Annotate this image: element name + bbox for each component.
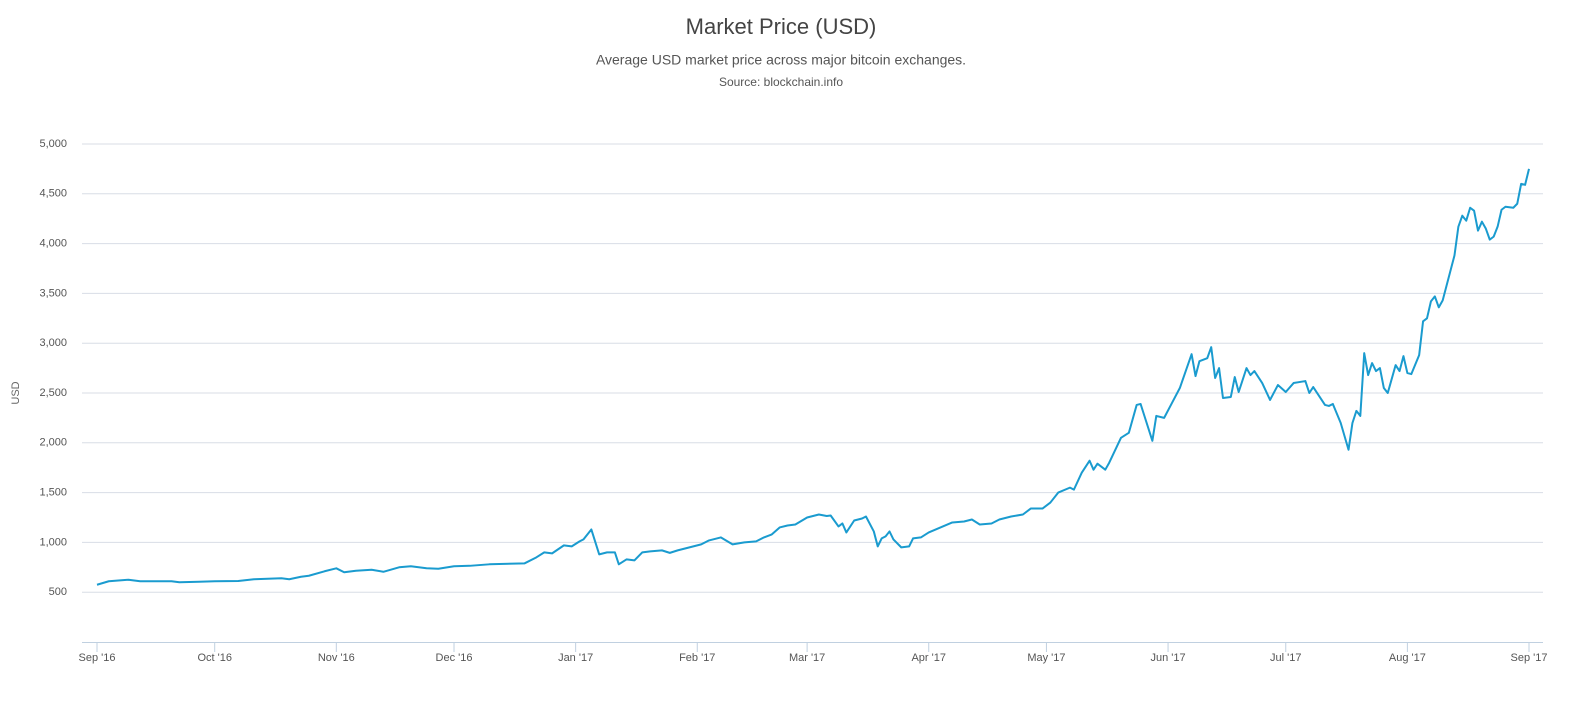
y-tick-label: 3,500: [39, 287, 67, 299]
x-tick-label: May '17: [1027, 652, 1065, 664]
y-tick-label: 2,500: [39, 387, 67, 399]
chart-subtitle: Average USD market price across major bi…: [596, 52, 966, 68]
y-tick-label: 2,000: [39, 437, 67, 449]
x-tick-label: Jan '17: [558, 652, 593, 664]
y-tick-label: 3,000: [39, 337, 67, 349]
x-tick-label: Sep '16: [79, 652, 116, 664]
y-tick-label: 500: [49, 586, 67, 598]
x-tick-label: Nov '16: [318, 652, 355, 664]
x-tick-label: Sep '17: [1511, 652, 1548, 664]
x-tick-label: Apr '17: [911, 652, 946, 664]
x-tick-label: Feb '17: [679, 652, 715, 664]
y-tick-label: 1,000: [39, 536, 67, 548]
x-tick-label: Dec '16: [436, 652, 473, 664]
y-tick-label: 4,000: [39, 238, 67, 250]
y-tick-label: 1,500: [39, 487, 67, 499]
price-line: [96, 168, 1530, 586]
x-tick-label: Jul '17: [1270, 652, 1301, 664]
x-tick-label: Mar '17: [789, 652, 825, 664]
y-axis-label: USD: [10, 381, 22, 404]
chart-title: Market Price (USD): [686, 14, 877, 39]
x-tick-label: Aug '17: [1389, 652, 1426, 664]
x-tick-label: Oct '16: [197, 652, 232, 664]
x-tick-label: Jun '17: [1150, 652, 1185, 664]
chart-source: Source: blockchain.info: [719, 75, 843, 89]
y-tick-label: 5,000: [39, 138, 67, 150]
y-tick-label: 4,500: [39, 188, 67, 200]
